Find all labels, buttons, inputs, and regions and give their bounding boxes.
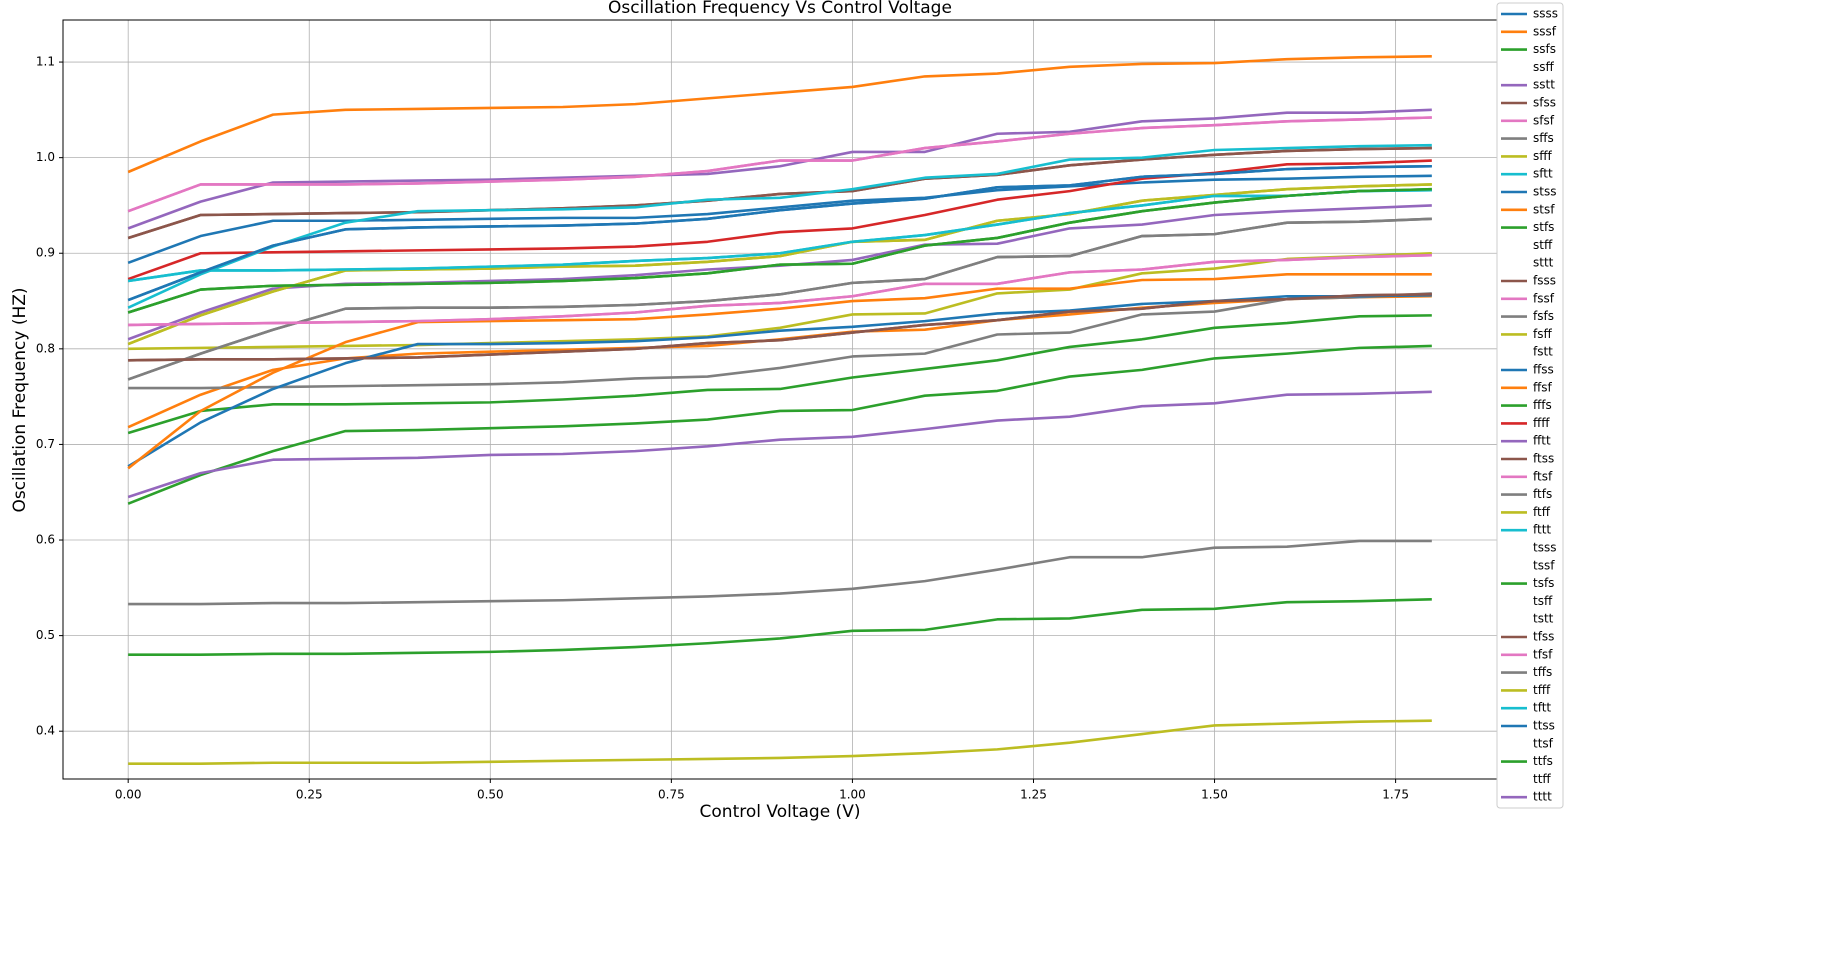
x-tick-label: 0.00 [115,788,142,802]
y-axis-label: Oscillation Frequency (HZ) [10,287,30,512]
legend-label: tfss [1533,630,1554,644]
legend-label: fstt [1533,345,1553,359]
series-line [127,146,1432,240]
legend-label: fsff [1533,327,1552,341]
series-line [128,253,1432,327]
series-line [127,116,1432,213]
series-line [127,272,1432,470]
y-tick-label: 0.4 [36,724,55,738]
legend-label: fsfs [1533,309,1554,323]
series-line [127,55,1432,174]
legend-label: stfs [1533,220,1554,234]
x-tick-label: 1.75 [1382,788,1409,802]
legend-label: tttt [1533,790,1552,804]
series-line [127,314,1432,435]
legend-label: sfff [1533,149,1553,163]
series-line [127,390,1432,499]
legend-label: ftff [1533,505,1551,519]
legend-label: ssff [1533,60,1555,74]
legend-label: tftt [1533,701,1551,715]
legend-label: fssf [1533,291,1555,305]
series-line [127,188,1432,283]
legend-label: sstt [1533,78,1555,92]
series-line [127,108,1432,230]
legend-label: tsss [1533,541,1556,555]
x-tick-label: 0.50 [477,788,504,802]
series-line [128,597,1432,657]
y-tick-label: 0.6 [36,533,55,547]
legend-label: ftfs [1533,487,1552,501]
series-line [127,204,1432,341]
legend-label: ttsf [1533,736,1554,750]
y-tick-label: 1.0 [36,150,55,164]
legend-label: stss [1533,185,1556,199]
legend-label: ffss [1533,363,1554,377]
series-line [127,164,1432,302]
legend-label: tstt [1533,612,1554,626]
x-tick-label: 1.00 [839,788,866,802]
series-line [128,539,1432,606]
series-line [127,143,1432,309]
x-tick-label: 0.75 [658,788,685,802]
legend-label: tsfs [1533,576,1554,590]
series-line [128,292,1432,390]
legend-label: stff [1533,238,1553,252]
legend: ssss sssf ssfs ssff sstt sfss sfsf sffs sfff sftt… [1496,2,1564,809]
x-tick-label: 1.25 [1020,788,1047,802]
legend-label: tfff [1533,683,1551,697]
legend-label: sttt [1533,256,1554,270]
series-line [128,719,1432,766]
series-line [128,293,1432,362]
legend-label: ssss [1533,7,1558,21]
y-tick-label: 0.5 [36,628,55,642]
legend-label: ttfs [1533,754,1553,768]
series-line [127,344,1432,505]
legend-label: sfss [1533,96,1556,110]
series-line [127,217,1432,381]
plot-frame [62,19,1498,780]
x-tick-label: 0.25 [296,788,323,802]
legend-label: tffs [1533,665,1552,679]
y-tick-label: 0.7 [36,437,55,451]
legend-label: ffff [1533,416,1550,430]
legend-label: ftsf [1533,469,1553,483]
series-line [127,187,1432,314]
y-tick-label: 1.1 [36,55,55,69]
legend-label: fffs [1533,398,1552,412]
y-tick-label: 0.9 [36,246,55,260]
series-line [127,188,1432,283]
legend-label: sffs [1533,131,1554,145]
legend-label: fttt [1533,523,1551,537]
legend-label: ffsf [1533,380,1553,394]
legend-label: stsf [1533,202,1555,216]
series-line [127,174,1432,265]
series-line [128,251,1432,351]
legend-label: ssfs [1533,42,1556,56]
legend-frame [1496,2,1564,809]
chart-title: Oscillation Frequency Vs Control Voltage [608,0,952,18]
legend-label: tsff [1533,594,1553,608]
legend-label: sfsf [1533,113,1555,127]
legend-label: tfsf [1533,647,1553,661]
legend-label: fsss [1533,274,1556,288]
legend-label: sftt [1533,167,1553,181]
legend-label: sssf [1533,24,1557,38]
legend-label: ttff [1533,772,1551,786]
legend-label: ftss [1533,452,1554,466]
legend-label: ttss [1533,719,1555,733]
legend-label: tssf [1533,558,1555,572]
y-tick-label: 0.8 [36,341,55,355]
legend-label: fftt [1533,434,1551,448]
x-tick-label: 1.50 [1201,788,1228,802]
x-axis-label: Control Voltage (V) [700,802,861,822]
